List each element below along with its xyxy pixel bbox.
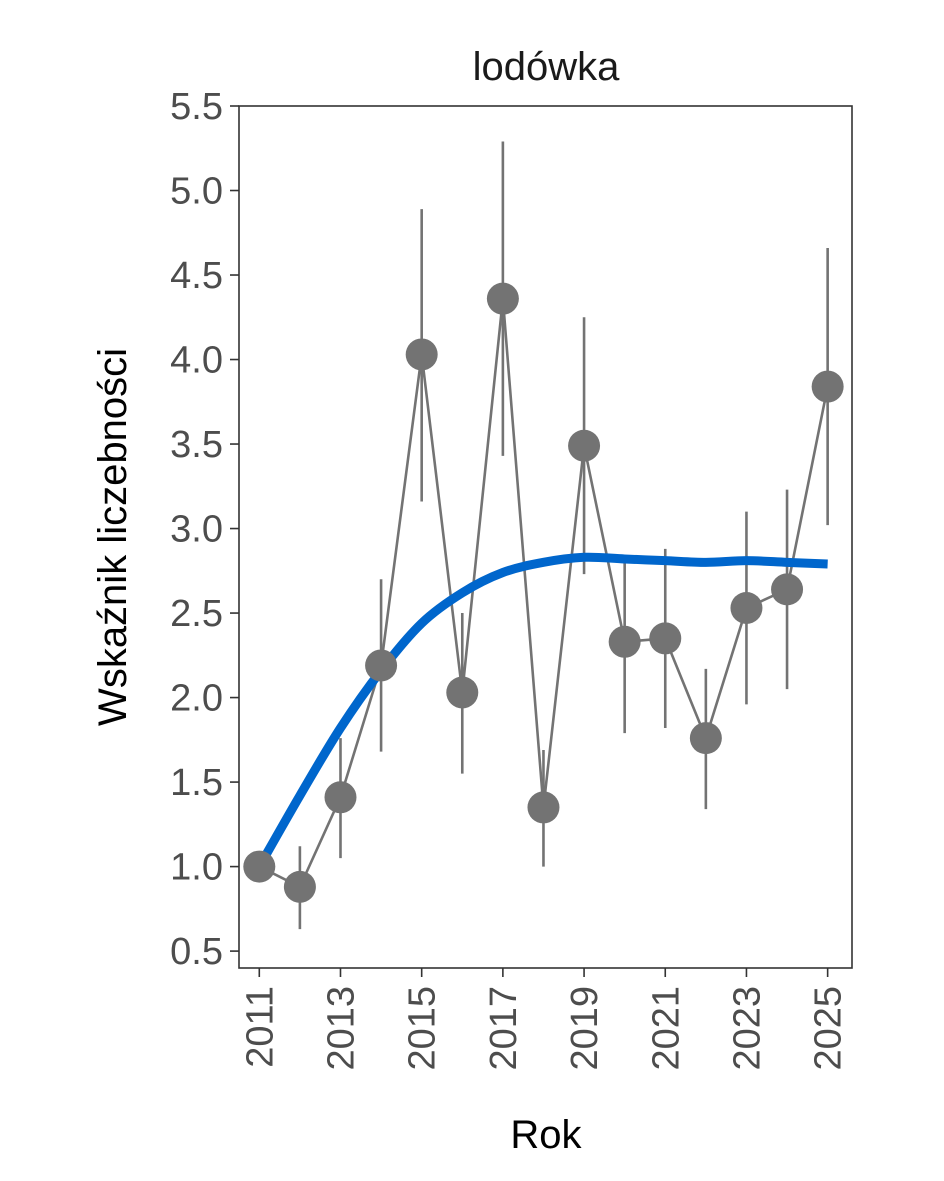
data-point (324, 781, 357, 814)
y-tick-label: 5.5 (170, 86, 223, 128)
y-tick-label: 0.5 (170, 931, 223, 973)
y-tick-label: 5.0 (170, 171, 223, 213)
data-point (283, 870, 316, 903)
data-point (771, 573, 804, 606)
x-axis-title: Rok (510, 1113, 582, 1157)
y-tick-label: 1.5 (170, 762, 223, 804)
y-tick-label: 3.0 (170, 509, 223, 551)
data-point (811, 370, 844, 403)
x-tick-label: 2021 (645, 986, 687, 1071)
x-tick-label: 2019 (564, 986, 606, 1071)
data-point (649, 622, 682, 655)
x-axis: 2011 2013 2015 2017 2019 2021 2023 2025 (239, 968, 850, 1071)
data-point (689, 722, 722, 755)
x-tick-label: 2025 (808, 986, 850, 1071)
x-tick-label: 2013 (320, 986, 362, 1071)
y-tick-label: 4.5 (170, 255, 223, 297)
data-point (568, 429, 601, 462)
data-point (365, 649, 398, 682)
data-point (730, 591, 763, 624)
trend-line (255, 552, 828, 869)
x-tick-label: 2023 (726, 986, 768, 1071)
y-tick-label: 2.0 (170, 678, 223, 720)
trend-series (255, 552, 828, 869)
y-tick-label: 4.0 (170, 340, 223, 382)
y-axis: 0.5 1.0 1.5 2.0 2.5 3.0 3.5 4.0 4.5 5.0 5.5 (170, 86, 239, 973)
data-point (486, 282, 519, 315)
data-point (527, 791, 560, 824)
data-point (608, 625, 641, 658)
observed-points (243, 282, 844, 903)
x-tick-label: 2011 (239, 986, 281, 1068)
plot-panel (238, 105, 853, 969)
data-point (405, 338, 438, 371)
y-axis-title: Wskaźnik liczebności (91, 348, 135, 726)
y-tick-label: 3.5 (170, 424, 223, 466)
data-point (446, 676, 479, 709)
x-tick-label: 2017 (483, 986, 525, 1071)
chart-title: lodówka (473, 45, 621, 89)
y-tick-label: 2.5 (170, 593, 223, 635)
x-tick-label: 2015 (402, 986, 444, 1071)
y-tick-label: 1.0 (170, 847, 223, 889)
data-point (243, 850, 276, 883)
error-bars (298, 141, 829, 930)
